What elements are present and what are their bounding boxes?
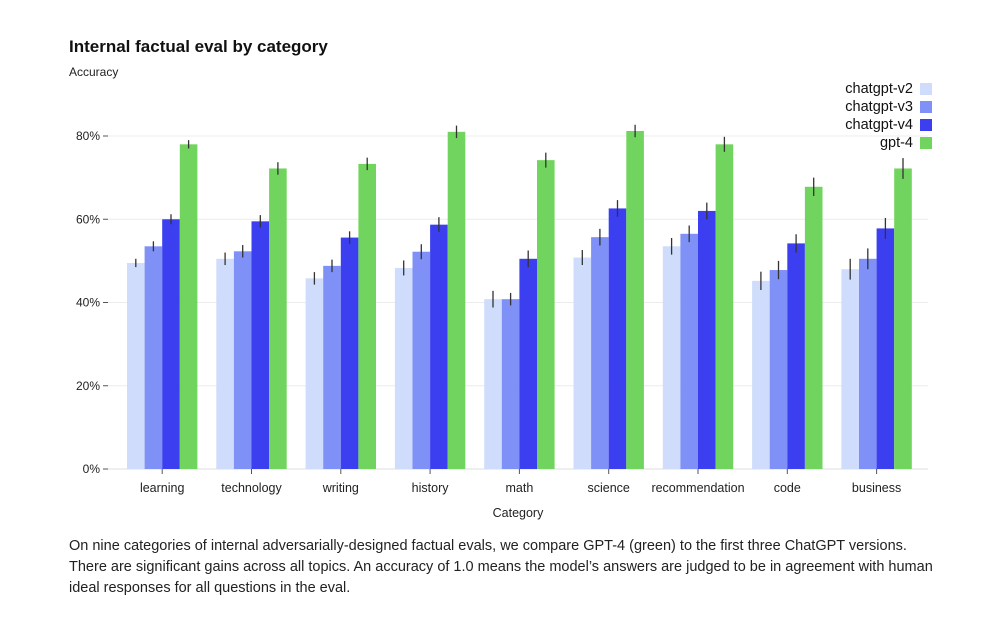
bar-gpt-4-recommendation <box>715 144 734 469</box>
legend-item-chatgpt-v2: chatgpt-v2 <box>845 80 932 98</box>
legend-swatch <box>920 101 932 113</box>
bar-chatgpt-v2-math <box>484 299 502 469</box>
bar-chatgpt-v3-math <box>501 299 520 469</box>
bar-chatgpt-v4-technology <box>251 221 270 469</box>
bar-chatgpt-v2-science <box>573 257 592 469</box>
bar-chatgpt-v3-code <box>769 270 788 469</box>
bar-chatgpt-v3-writing <box>323 265 341 469</box>
chart-title: Internal factual eval by category <box>69 37 328 56</box>
legend-item-chatgpt-v3: chatgpt-v3 <box>845 98 932 116</box>
bar-chatgpt-v3-history <box>412 251 431 469</box>
bar-gpt-4-math <box>537 160 555 469</box>
bar-chatgpt-v4-business <box>876 228 895 469</box>
bar-chatgpt-v2-history <box>394 267 413 469</box>
bar-chatgpt-v4-code <box>787 243 805 469</box>
legend-swatch <box>920 137 932 149</box>
bar-chatgpt-v3-business <box>859 258 877 469</box>
x-tick-label: technology <box>221 481 282 495</box>
legend-label: chatgpt-v4 <box>845 117 913 133</box>
legend-item-gpt-4: gpt-4 <box>845 134 932 152</box>
bar-gpt-4-code <box>804 186 823 469</box>
chart-caption: On nine categories of internal adversari… <box>69 538 933 596</box>
bar-chatgpt-v4-writing <box>340 237 359 469</box>
chart-legend: chatgpt-v2 chatgpt-v3 chatgpt-v4 gpt-4 <box>845 80 932 152</box>
bar-chatgpt-v4-learning <box>162 219 180 469</box>
legend-label: gpt-4 <box>879 135 913 151</box>
bar-chatgpt-v3-science <box>591 237 609 469</box>
bar-chatgpt-v2-writing <box>305 278 324 469</box>
bar-chatgpt-v2-business <box>841 269 859 469</box>
y-axis-label: Accuracy <box>69 65 119 79</box>
bar-chatgpt-v4-science <box>608 208 627 470</box>
y-tick-label: 40% <box>76 296 100 310</box>
bar-chatgpt-v2-technology <box>216 258 234 469</box>
x-tick-label: code <box>774 481 801 495</box>
x-tick-label: learning <box>140 481 185 495</box>
legend-swatch <box>920 83 932 95</box>
bar-gpt-4-writing <box>358 163 376 470</box>
bar-chatgpt-v2-code <box>752 280 770 469</box>
x-tick-label: writing <box>322 481 359 495</box>
bar-gpt-4-technology <box>269 168 287 469</box>
x-tick-label: science <box>588 481 630 495</box>
bar-chart: 0% 20% 40% 60% 80% learning technology writing h… <box>76 124 928 520</box>
bar-chatgpt-v4-math <box>519 258 537 469</box>
y-tick-label: 20% <box>76 379 100 393</box>
bar-chatgpt-v4-recommendation <box>698 210 716 470</box>
y-tick-label: 80% <box>76 129 100 143</box>
bar-chatgpt-v2-recommendation <box>662 246 681 469</box>
bar-chatgpt-v3-technology <box>233 251 252 469</box>
bar-chatgpt-v3-recommendation <box>680 233 698 469</box>
legend-label: chatgpt-v3 <box>845 99 913 115</box>
x-axis-label: Category <box>493 506 544 520</box>
y-tick-label: 0% <box>83 462 101 476</box>
x-tick-label: history <box>412 481 450 495</box>
x-tick-label: business <box>852 481 901 495</box>
bar-gpt-4-business <box>894 168 912 469</box>
bar-chatgpt-v2-learning <box>127 262 145 469</box>
legend-label: chatgpt-v2 <box>845 81 913 97</box>
x-tick-label: math <box>506 481 534 495</box>
bar-chatgpt-v3-learning <box>144 246 163 469</box>
legend-item-chatgpt-v4: chatgpt-v4 <box>845 116 932 134</box>
bar-gpt-4-science <box>626 131 644 469</box>
bar-gpt-4-history <box>447 131 466 469</box>
bar-chatgpt-v4-history <box>430 224 448 469</box>
legend-swatch <box>920 119 932 131</box>
x-tick-label: recommendation <box>651 481 744 495</box>
y-tick-label: 60% <box>76 212 100 226</box>
bar-gpt-4-learning <box>179 144 198 469</box>
